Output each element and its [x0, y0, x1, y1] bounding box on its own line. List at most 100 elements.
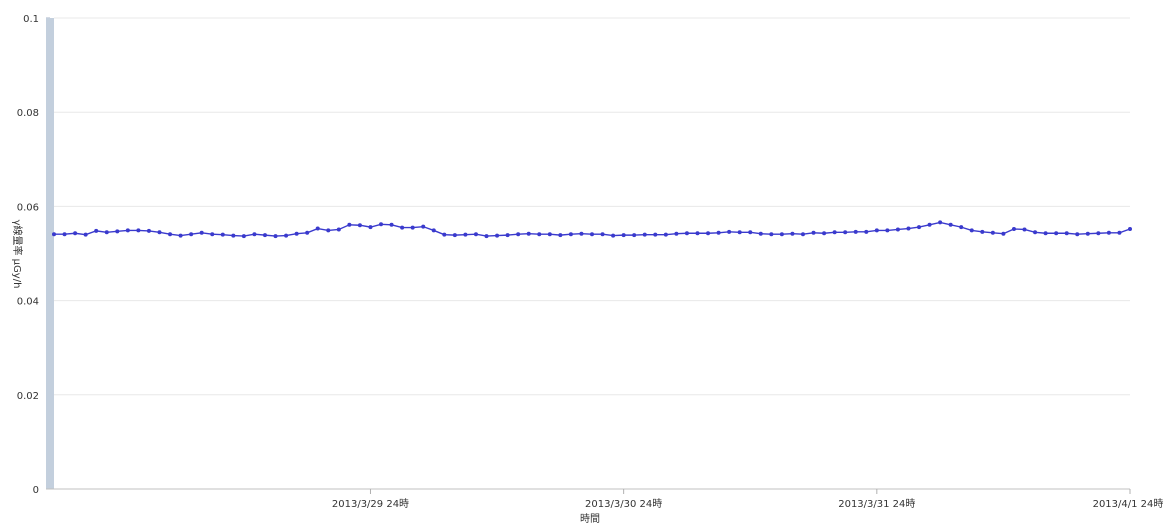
data-point: [948, 222, 953, 227]
data-point: [832, 230, 837, 235]
data-point: [516, 232, 521, 237]
data-point: [885, 228, 890, 233]
data-point: [400, 225, 405, 230]
data-point: [737, 230, 742, 235]
data-point: [1128, 227, 1132, 232]
data-point: [94, 228, 99, 233]
data-point: [220, 232, 225, 237]
data-point: [473, 232, 478, 237]
data-point: [410, 225, 415, 230]
data-point: [1001, 231, 1006, 236]
y-axis-title: γ線量率 μGy/h: [11, 220, 24, 289]
data-point: [663, 232, 668, 237]
data-point: [62, 232, 67, 237]
data-point: [600, 232, 605, 237]
data-point: [853, 229, 858, 234]
data-point: [178, 233, 183, 238]
data-point: [505, 233, 510, 238]
data-point: [748, 230, 753, 235]
data-point: [927, 222, 932, 227]
data-point: [125, 228, 130, 233]
data-point: [568, 232, 573, 237]
data-point: [811, 230, 816, 235]
data-point: [906, 226, 911, 231]
data-point: [674, 231, 679, 236]
data-point: [1043, 231, 1048, 236]
data-point: [1054, 231, 1059, 236]
data-point: [526, 231, 531, 236]
data-point: [990, 230, 995, 235]
data-point: [368, 225, 373, 230]
data-point: [800, 232, 805, 237]
data-point: [938, 220, 943, 225]
data-point: [452, 233, 457, 238]
data-point: [379, 222, 384, 227]
data-point: [653, 232, 658, 237]
y-tick-label: 0.02: [17, 391, 39, 402]
data-point: [273, 234, 278, 239]
data-point: [199, 230, 204, 235]
data-point: [73, 231, 78, 236]
y-axis-band: [46, 18, 54, 489]
data-point: [895, 227, 900, 232]
data-point: [1033, 230, 1038, 235]
data-point: [336, 227, 341, 232]
data-point: [874, 228, 879, 233]
data-point: [421, 224, 426, 229]
y-tick-label: 0: [33, 485, 39, 496]
data-point: [790, 231, 795, 236]
data-point: [611, 233, 616, 238]
data-point: [484, 234, 489, 239]
y-tick-label: 0.06: [17, 202, 39, 213]
data-point: [210, 232, 215, 237]
data-point: [357, 223, 362, 228]
data-point: [52, 232, 56, 237]
data-point: [1106, 230, 1111, 235]
data-point: [684, 231, 689, 236]
data-point: [779, 232, 784, 237]
x-axis-title: 時間: [580, 513, 600, 525]
data-point: [706, 231, 711, 236]
data-point: [727, 229, 732, 234]
data-point: [104, 230, 109, 235]
x-tick-label: 2013/4/1 24時: [1093, 498, 1164, 510]
data-point: [558, 233, 563, 238]
data-point: [252, 232, 257, 237]
y-axis-ticks: 0 0.02 0.04 0.06 0.08 0.1: [17, 14, 39, 496]
data-point: [980, 229, 985, 234]
y-tick-label: 0.08: [17, 108, 39, 119]
data-point: [1117, 230, 1122, 235]
x-tick-label: 2013/3/31 24時: [838, 498, 915, 510]
data-point: [136, 228, 141, 233]
data-point: [241, 234, 246, 239]
data-point: [157, 230, 162, 235]
x-tick-label: 2013/3/30 24時: [585, 498, 662, 510]
data-point: [1022, 227, 1027, 232]
data-point: [769, 232, 774, 237]
data-point: [389, 222, 394, 227]
data-point: [1064, 231, 1069, 236]
data-point: [1075, 232, 1080, 237]
data-point: [305, 230, 310, 235]
data-point: [1011, 227, 1016, 232]
data-point: [758, 231, 763, 236]
data-point: [1085, 231, 1090, 236]
data-point: [262, 233, 267, 238]
data-point: [146, 228, 151, 233]
data-point: [917, 225, 922, 230]
data-point: [463, 232, 468, 237]
gridlines: [46, 17, 1130, 490]
data-point: [579, 231, 584, 236]
data-point: [695, 231, 700, 236]
data-point: [231, 233, 236, 238]
data-points: [52, 220, 1132, 239]
data-point: [442, 232, 447, 237]
data-point: [632, 233, 637, 238]
data-point: [642, 232, 647, 237]
x-axis-ticks: 2013/3/29 24時 2013/3/30 24時 2013/3/31 24時 2…: [332, 489, 1164, 510]
data-point: [621, 233, 626, 238]
data-point: [537, 232, 542, 237]
data-point: [716, 230, 721, 235]
